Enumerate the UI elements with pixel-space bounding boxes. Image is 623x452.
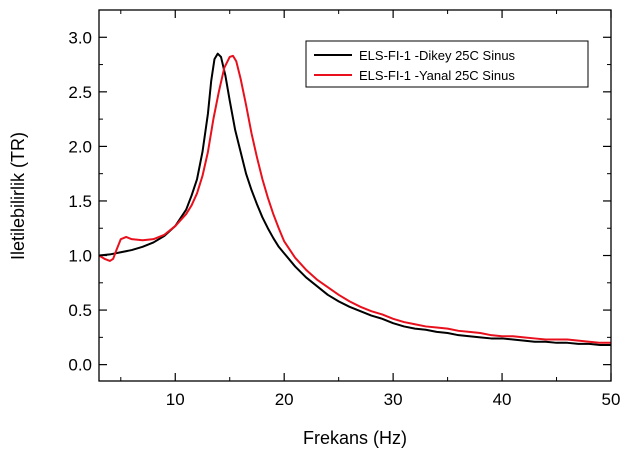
y-tick-label: 0.5: [68, 301, 92, 320]
legend-label-dikey: ELS-FI-1 -Dikey 25C Sinus: [359, 48, 516, 63]
x-tick-label: 30: [384, 390, 403, 409]
legend: ELS-FI-1 -Dikey 25C Sinus ELS-FI-1 -Yana…: [305, 40, 589, 88]
y-tick-label: 2.0: [68, 137, 92, 156]
y-tick-label: 3.0: [68, 28, 92, 47]
y-tick-label: 0.0: [68, 356, 92, 375]
legend-box: [305, 40, 589, 88]
series-line-1: [98, 54, 611, 344]
y-tick-label: 2.5: [68, 83, 92, 102]
y-tick-label: 1.5: [68, 192, 92, 211]
y-tick-label: 1.0: [68, 247, 92, 266]
x-tick-label: 40: [493, 390, 512, 409]
legend-label-yanal: ELS-FI-1 -Yanal 25C Sinus: [359, 68, 515, 83]
x-tick-label: 50: [602, 390, 621, 409]
x-tick-label: 20: [275, 390, 294, 409]
x-axis-title: Frekans (Hz): [303, 428, 407, 448]
series-line-0: [98, 52, 611, 346]
plot-frame: [98, 9, 612, 382]
series-layer: [98, 52, 611, 346]
x-tick-label: 10: [166, 390, 185, 409]
y-axis-title: Iletilebilirlik (TR): [8, 132, 28, 260]
axis-ticks: 10 20 30 40 50 0.0 0.5 1.0 1.5 2.0 2.5 3.0: [68, 10, 620, 409]
